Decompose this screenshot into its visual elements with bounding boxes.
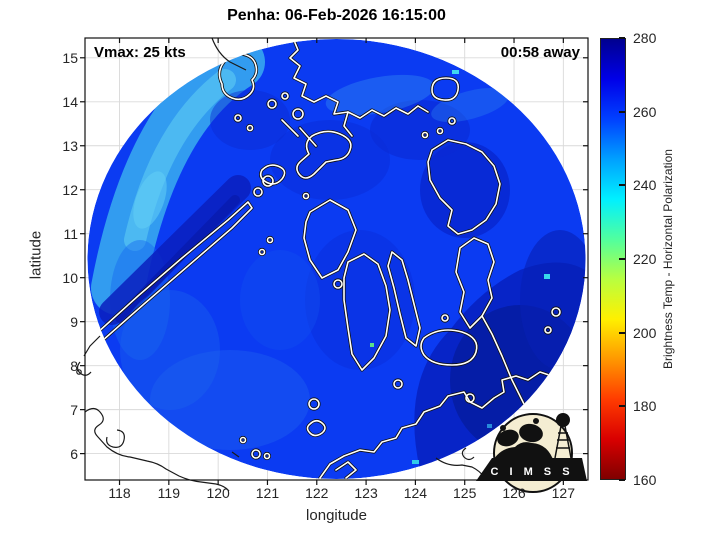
x-tick-label: 127 <box>551 485 575 501</box>
y-tick-label: 11 <box>63 225 78 242</box>
colorbar-tick-label: 280 <box>633 30 657 46</box>
y-tick-label: 8 <box>70 357 78 374</box>
colorbar-tickmark <box>619 110 625 113</box>
cimss-logo: C I M S S <box>476 413 587 493</box>
x-tick-label: 126 <box>502 485 526 501</box>
bright-speck <box>487 424 492 428</box>
colorbar-tick-label: 240 <box>633 177 657 194</box>
vmax-annotation: Vmax: 25 kts <box>94 44 186 61</box>
y-tick-label: 7 <box>70 401 78 418</box>
colorbar-tick-label: 260 <box>633 103 657 120</box>
y-tick-label: 14 <box>62 93 78 110</box>
x-tick-label: 122 <box>305 485 329 501</box>
water-tower-icon <box>556 413 570 427</box>
x-tick-label: 123 <box>354 485 378 501</box>
logo-text: C I M S S <box>490 466 573 478</box>
colorbar-tickmark <box>619 479 625 481</box>
x-tick-label: 124 <box>403 485 428 501</box>
y-tick-label: 12 <box>62 181 78 198</box>
x-tick-label: 120 <box>206 485 230 501</box>
colorbar-tickmark <box>619 37 625 39</box>
logo-banner <box>476 458 587 481</box>
water-tower-lattice <box>554 425 572 459</box>
satellite-dish-icon <box>519 423 543 443</box>
y-tick-label: 13 <box>62 137 78 154</box>
x-tick-label: 119 <box>157 485 180 501</box>
colorbar-tick-label: 200 <box>633 324 657 341</box>
axis-box <box>84 37 589 481</box>
colorbar-tick-label: 220 <box>633 251 657 267</box>
bright-speck <box>544 274 550 279</box>
x-tick-label: 121 <box>255 485 280 501</box>
colorbar-tickmark <box>619 405 625 408</box>
x-tick-label: 125 <box>453 485 477 501</box>
bright-speck <box>452 70 459 74</box>
colorbar-tickmark <box>619 258 625 260</box>
y-tick-label: 10 <box>62 269 78 286</box>
satellite-dish-icon <box>497 429 519 447</box>
colorbar-tick-label: 160 <box>633 472 657 488</box>
plot-title: Penha: 06-Feb-2026 16:15:00 <box>227 7 446 24</box>
colorbar-tickmark <box>619 331 625 334</box>
bright-speck <box>370 343 374 347</box>
y-tick-label: 9 <box>70 313 78 330</box>
x-axis-label: longitude <box>306 507 367 524</box>
x-tick-label: 118 <box>108 485 131 501</box>
y-tick-label: 6 <box>70 445 78 462</box>
eta-annotation: 00:58 away <box>500 44 580 61</box>
colorbar-tickmark <box>619 184 625 187</box>
colorbar-tick-label: 180 <box>633 398 657 415</box>
satellite-swath <box>87 39 586 479</box>
y-tick-label: 15 <box>62 49 78 66</box>
coastline-outside <box>76 37 485 492</box>
bright-speck <box>412 460 419 464</box>
